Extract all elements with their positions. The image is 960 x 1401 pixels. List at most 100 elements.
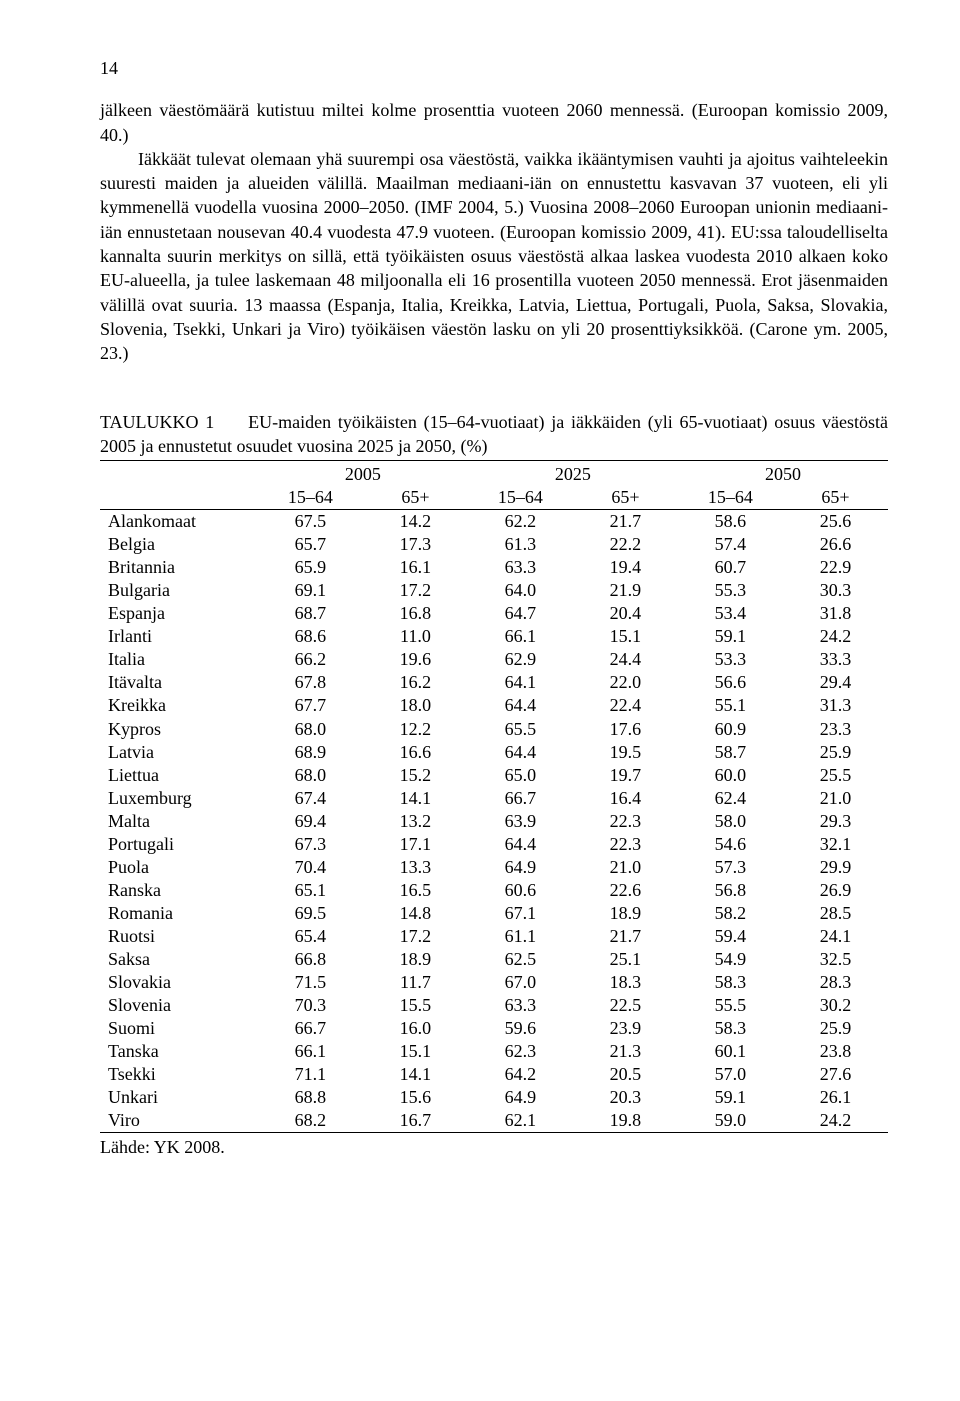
table-row: Espanja68.716.864.720.453.431.8 — [100, 602, 888, 625]
table-cell-country: Viro — [100, 1109, 258, 1133]
table-cell-value: 55.1 — [678, 694, 783, 717]
table-cell-value: 24.4 — [573, 648, 678, 671]
table-caption-text: EU-maiden työikäisten (15–64-vuotiaat) j… — [100, 412, 888, 456]
table-cell-country: Kypros — [100, 718, 258, 741]
table-cell-value: 22.9 — [783, 556, 888, 579]
table-subcol: 65+ — [573, 486, 678, 510]
table-cell-value: 67.8 — [258, 671, 363, 694]
table-cell-value: 26.6 — [783, 533, 888, 556]
table-cell-value: 23.9 — [573, 1017, 678, 1040]
table-cell-value: 58.0 — [678, 810, 783, 833]
table-cell-value: 15.1 — [363, 1040, 468, 1063]
table-cell-value: 54.9 — [678, 948, 783, 971]
table-cell-country: Bulgaria — [100, 579, 258, 602]
table-caption: TAULUKKO 1 EU-maiden työikäisten (15–64-… — [100, 410, 888, 459]
table-cell-value: 59.0 — [678, 1109, 783, 1133]
table-cell-value: 16.5 — [363, 879, 468, 902]
table-cell-value: 58.3 — [678, 971, 783, 994]
table-cell-value: 25.6 — [783, 510, 888, 534]
table-cell-country: Suomi — [100, 1017, 258, 1040]
table-cell-value: 64.4 — [468, 741, 573, 764]
table-row: Belgia65.717.361.322.257.426.6 — [100, 533, 888, 556]
table-cell-value: 25.9 — [783, 1017, 888, 1040]
table-cell-value: 63.3 — [468, 994, 573, 1017]
table-row: Itävalta67.816.264.122.056.629.4 — [100, 671, 888, 694]
table-row: Liettua68.015.265.019.760.025.5 — [100, 764, 888, 787]
table-cell-value: 32.1 — [783, 833, 888, 856]
table-row: Slovakia71.511.767.018.358.328.3 — [100, 971, 888, 994]
table-cell-value: 57.4 — [678, 533, 783, 556]
table-cell-value: 60.6 — [468, 879, 573, 902]
table-cell-value: 66.7 — [258, 1017, 363, 1040]
table-cell-value: 57.3 — [678, 856, 783, 879]
table-cell-value: 63.9 — [468, 810, 573, 833]
table-cell-value: 55.5 — [678, 994, 783, 1017]
table-cell-value: 62.2 — [468, 510, 573, 534]
table-cell-country: Latvia — [100, 741, 258, 764]
table-row: Tanska66.115.162.321.360.123.8 — [100, 1040, 888, 1063]
table-cell-value: 56.6 — [678, 671, 783, 694]
table-cell-country: Slovenia — [100, 994, 258, 1017]
table-cell-value: 69.5 — [258, 902, 363, 925]
table-cell-value: 69.1 — [258, 579, 363, 602]
table-cell-value: 16.4 — [573, 787, 678, 810]
table-cell-value: 19.4 — [573, 556, 678, 579]
table-cell-value: 65.1 — [258, 879, 363, 902]
table-cell-value: 22.0 — [573, 671, 678, 694]
table-cell-value: 21.7 — [573, 510, 678, 534]
table-cell-value: 18.3 — [573, 971, 678, 994]
table-row: Puola70.413.364.921.057.329.9 — [100, 856, 888, 879]
table-cell-country: Irlanti — [100, 625, 258, 648]
table-cell-value: 58.6 — [678, 510, 783, 534]
table-body: Alankomaat67.514.262.221.758.625.6Belgia… — [100, 510, 888, 1133]
table-cell-value: 64.2 — [468, 1063, 573, 1086]
table-cell-value: 21.3 — [573, 1040, 678, 1063]
table-cell-value: 22.2 — [573, 533, 678, 556]
table-cell-value: 67.7 — [258, 694, 363, 717]
table-cell-value: 11.7 — [363, 971, 468, 994]
table-cell-value: 62.5 — [468, 948, 573, 971]
table-row: Kypros68.012.265.517.660.923.3 — [100, 718, 888, 741]
table-cell-value: 66.8 — [258, 948, 363, 971]
table-row: Slovenia70.315.563.322.555.530.2 — [100, 994, 888, 1017]
table-cell-value: 66.2 — [258, 648, 363, 671]
table-cell-value: 16.7 — [363, 1109, 468, 1133]
table-cell-value: 20.5 — [573, 1063, 678, 1086]
table-cell-value: 32.5 — [783, 948, 888, 971]
table-row: Tsekki71.114.164.220.557.027.6 — [100, 1063, 888, 1086]
table-cell-value: 70.3 — [258, 994, 363, 1017]
table-cell-country: Tsekki — [100, 1063, 258, 1086]
table-cell-value: 64.9 — [468, 1086, 573, 1109]
table-cell-value: 53.4 — [678, 602, 783, 625]
table-cell-country: Ruotsi — [100, 925, 258, 948]
table-row: Alankomaat67.514.262.221.758.625.6 — [100, 510, 888, 534]
table-cell-value: 17.3 — [363, 533, 468, 556]
table-cell-country: Itävalta — [100, 671, 258, 694]
table-cell-value: 20.4 — [573, 602, 678, 625]
body-text: jälkeen väestömäärä kutistuu miltei kolm… — [100, 98, 888, 365]
table-cell-value: 21.0 — [573, 856, 678, 879]
table-row: Suomi66.716.059.623.958.325.9 — [100, 1017, 888, 1040]
table-header-year: 2050 — [678, 461, 888, 487]
table-cell-value: 19.8 — [573, 1109, 678, 1133]
table-cell-value: 58.3 — [678, 1017, 783, 1040]
table-cell-country: Alankomaat — [100, 510, 258, 534]
table-cell-value: 70.4 — [258, 856, 363, 879]
table-cell-value: 11.0 — [363, 625, 468, 648]
table-cell-value: 29.9 — [783, 856, 888, 879]
table-cell-value: 23.8 — [783, 1040, 888, 1063]
table-cell-value: 31.3 — [783, 694, 888, 717]
table-cell-value: 22.6 — [573, 879, 678, 902]
table-row: Britannia65.916.163.319.460.722.9 — [100, 556, 888, 579]
table-cell-value: 15.6 — [363, 1086, 468, 1109]
table-caption-label: TAULUKKO 1 — [100, 412, 214, 432]
table-row: Unkari68.815.664.920.359.126.1 — [100, 1086, 888, 1109]
table-cell-value: 60.0 — [678, 764, 783, 787]
table-cell-value: 14.8 — [363, 902, 468, 925]
table-cell-country: Unkari — [100, 1086, 258, 1109]
table-cell-value: 23.3 — [783, 718, 888, 741]
table-cell-value: 22.4 — [573, 694, 678, 717]
table-cell-value: 61.1 — [468, 925, 573, 948]
table-cell-value: 64.4 — [468, 694, 573, 717]
table-cell-value: 68.8 — [258, 1086, 363, 1109]
